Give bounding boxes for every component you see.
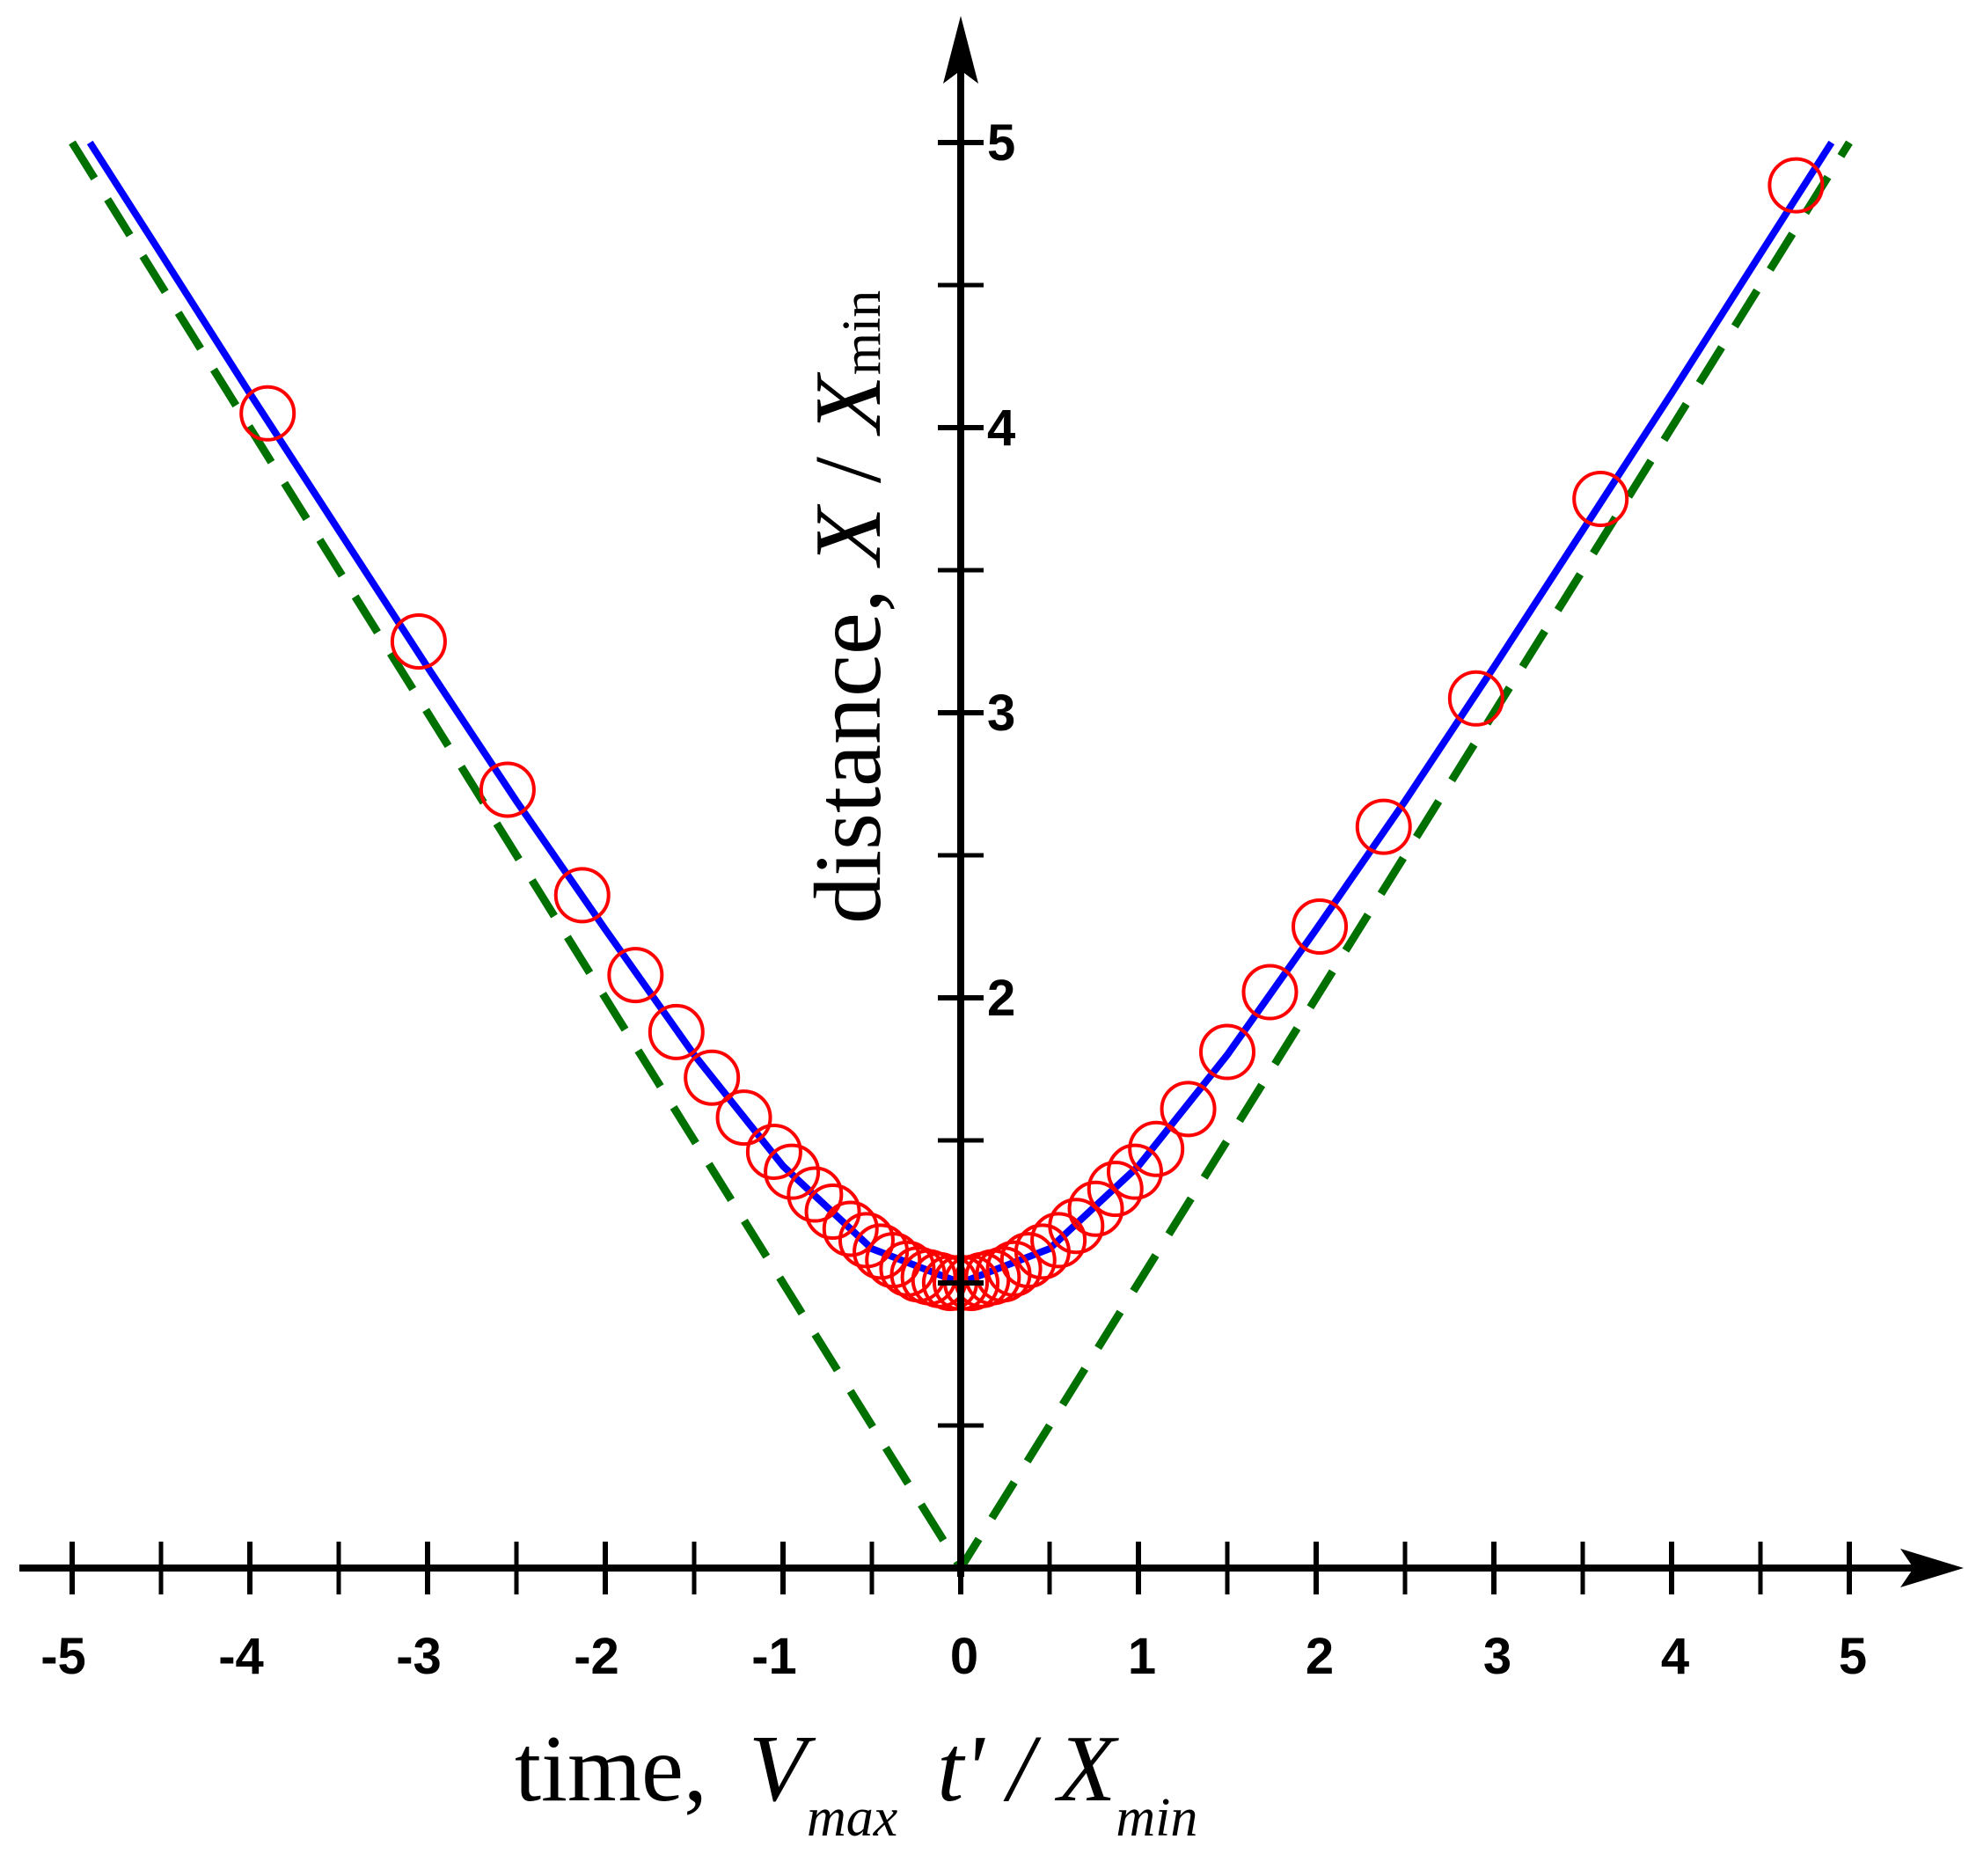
x-tick-label: -4 [218,1628,264,1685]
data-point-marker [787,1166,844,1223]
data-point-marker [390,613,447,670]
x-tick-label: 1 [1128,1628,1156,1685]
data-point-marker [764,1143,821,1200]
data-point-marker [985,1240,1043,1297]
x-tick-label: 3 [1483,1628,1511,1685]
y-tick-label: 5 [987,114,1015,172]
data-point-marker [715,1089,772,1147]
data-point-marker [1767,157,1825,214]
x-ticks: -5 -4 -3 -2 -1 0 1 2 3 4 5 [40,1542,1867,1685]
data-point-marker [1106,1143,1163,1200]
data-point-marker [1160,1081,1217,1138]
y-axis-title: distance, X / Xmin [796,290,901,924]
data-point-marker [1572,471,1629,527]
x-tick-label: 0 [950,1628,978,1685]
data-point-marker [1030,1212,1087,1269]
x-tick-label: 4 [1661,1628,1689,1685]
data-point-marker [1355,798,1412,855]
data-point-marker [1087,1161,1144,1218]
x-tick-label: 5 [1839,1628,1867,1685]
y-tick-label: 2 [987,970,1015,1027]
data-point-marker [1292,898,1349,955]
data-point-marker [1447,670,1504,727]
y-tick-label: 4 [987,399,1015,457]
data-point-marker [239,385,296,442]
y-ticks: 2 3 4 5 [938,114,1015,1428]
data-point-marker [999,1232,1057,1289]
data-point-marker [745,1123,802,1180]
x-tick-label: -3 [396,1628,442,1685]
x-tick-label: -5 [40,1628,86,1685]
data-point-marker [1048,1198,1105,1255]
x-tick-label: 2 [1306,1628,1334,1685]
x-tick-label: -2 [574,1628,619,1685]
series-markers [239,157,1825,1311]
data-point-marker [684,1049,741,1106]
data-point-marker [1241,964,1299,1021]
x-axis-arrow [1900,1549,1964,1587]
x-tick-label: -1 [751,1628,797,1685]
data-point-marker [1067,1180,1124,1237]
axes: -5 -4 -3 -2 -1 0 1 2 3 4 5 2 3 4 5 [19,16,1964,1685]
data-point-marker [804,1183,861,1240]
data-point-marker [1128,1120,1185,1177]
data-point-marker [479,761,536,818]
data-point-marker [648,1003,705,1060]
data-point-marker [1199,1023,1255,1081]
data-point-marker [553,867,611,924]
y-tick-label: 3 [987,685,1015,742]
data-point-marker [822,1200,879,1257]
data-point-marker [607,947,664,1004]
x-axis-title: time, Vmax t' / Xmin [515,1717,1197,1848]
y-axis-arrow [943,16,978,84]
